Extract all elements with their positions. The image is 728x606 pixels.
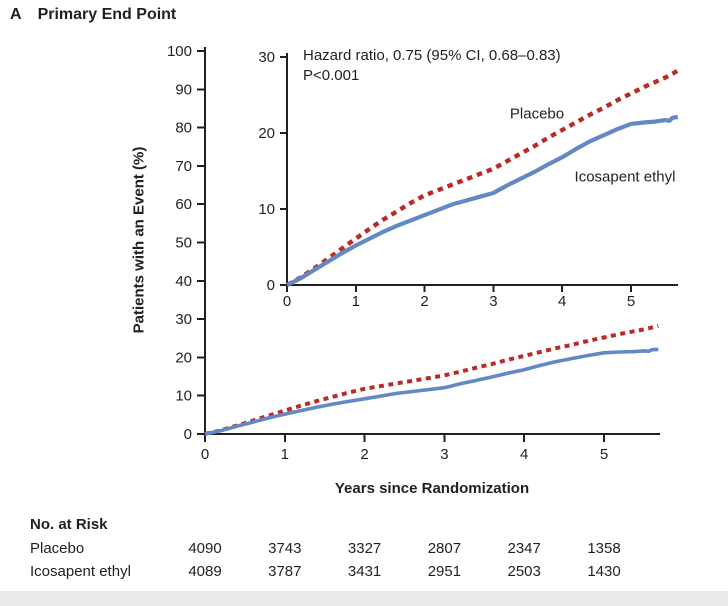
main-curve-placebo xyxy=(204,324,659,436)
risk-cell: 2807 xyxy=(427,540,462,557)
main-y-tick-label: 30 xyxy=(175,311,192,328)
main-y-tick-label: 100 xyxy=(167,43,192,60)
inset-curve-icosapent xyxy=(286,114,679,287)
panel-title: A Primary End Point xyxy=(10,6,176,24)
main-y-tick-label: 0 xyxy=(184,426,192,443)
risk-row-label: Icosapent ethyl xyxy=(30,563,131,580)
main-y-tick-label: 70 xyxy=(175,158,192,175)
inset-x-tick-label: 2 xyxy=(420,293,428,310)
panel-letter: A xyxy=(10,6,22,23)
risk-cell: 3431 xyxy=(347,563,382,580)
inset-x-tick-label: 5 xyxy=(627,293,635,310)
main-curve-icosapent xyxy=(204,347,659,436)
x-axis-title: Years since Randomization xyxy=(334,480,530,497)
curve-label-icosapent: Icosapent ethyl xyxy=(574,168,676,186)
inset-x-tick-label: 3 xyxy=(489,293,497,310)
inset-x-tick-label: 1 xyxy=(352,293,360,310)
risk-row-label: Placebo xyxy=(30,540,85,557)
main-y-tick-label: 80 xyxy=(175,120,192,137)
main-y-tick-label: 40 xyxy=(175,273,192,290)
risk-cell: 1430 xyxy=(587,563,621,580)
main-x-tick-label: 4 xyxy=(520,446,528,463)
p-value-line: P<0.001 xyxy=(303,67,360,84)
main-x-tick-label: 1 xyxy=(281,446,289,463)
main-x-tick-label: 5 xyxy=(600,446,608,463)
risk-cell: 2951 xyxy=(427,563,462,580)
curve-label-placebo: Placebo xyxy=(509,105,565,123)
main-y-tick-label: 20 xyxy=(175,349,192,366)
y-axis-title: Patients with an Event (%) xyxy=(130,146,148,334)
panel-title-text: Primary End Point xyxy=(37,6,177,23)
risk-cell: 3787 xyxy=(268,563,302,580)
hazard-ratio-annotation: Hazard ratio, 0.75 (95% CI, 0.68–0.83) P… xyxy=(303,46,561,86)
risk-cell: 2347 xyxy=(507,540,541,557)
main-y-tick-label: 60 xyxy=(175,196,192,213)
risk-cell: 3327 xyxy=(347,540,382,557)
inset-x-tick-label: 0 xyxy=(283,293,291,310)
risk-cell: 4089 xyxy=(188,563,222,580)
inset-x-tick-label: 4 xyxy=(558,293,566,310)
inset-y-tick-label: 10 xyxy=(258,201,275,218)
inset-y-tick-label: 20 xyxy=(258,125,275,142)
footer-band xyxy=(0,591,728,606)
inset-y-tick-label: 0 xyxy=(267,277,275,294)
risk-table-header: No. at Risk xyxy=(30,516,108,533)
risk-cell: 2503 xyxy=(507,563,541,580)
main-y-tick-label: 90 xyxy=(175,81,192,98)
hazard-ratio-line: Hazard ratio, 0.75 (95% CI, 0.68–0.83) xyxy=(303,47,561,64)
main-y-tick-label: 50 xyxy=(175,235,192,252)
risk-cell: 3743 xyxy=(268,540,302,557)
main-x-tick-label: 0 xyxy=(201,446,209,463)
risk-cell: 4090 xyxy=(188,540,222,557)
risk-cell: 1358 xyxy=(587,540,621,557)
main-x-tick-label: 3 xyxy=(440,446,448,463)
main-x-tick-label: 2 xyxy=(360,446,368,463)
inset-y-tick-label: 30 xyxy=(258,49,275,66)
main-y-tick-label: 10 xyxy=(175,388,192,405)
